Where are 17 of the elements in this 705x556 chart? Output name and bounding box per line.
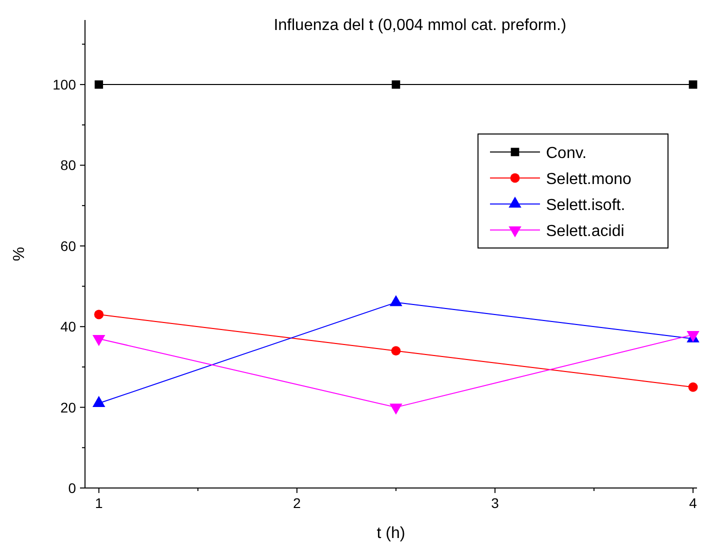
y-tick-label: 20 bbox=[60, 399, 76, 416]
x-tick-label: 1 bbox=[94, 495, 103, 511]
x-axis-title: t (h) bbox=[376, 525, 406, 542]
y-tick-label: 0 bbox=[68, 480, 76, 496]
y-tick-label: 60 bbox=[60, 238, 76, 254]
chart-title: Influenza del t (0,004 mmol cat. preform.) bbox=[274, 17, 566, 34]
x-tick-label: 2 bbox=[293, 495, 302, 511]
y-tick-label: 100 bbox=[52, 76, 76, 93]
legend-label: Conv. bbox=[546, 145, 587, 162]
y-tick-label: 80 bbox=[60, 157, 76, 174]
x-tick-label: 4 bbox=[689, 495, 698, 511]
y-axis-title: % bbox=[11, 246, 28, 262]
y-tick-label: 40 bbox=[60, 318, 76, 335]
x-tick-label: 3 bbox=[491, 495, 500, 511]
legend-label: Selett.isoft. bbox=[546, 197, 626, 214]
legend-label: Selett.acidi bbox=[546, 223, 624, 240]
legend-label: Selett.mono bbox=[546, 171, 632, 188]
